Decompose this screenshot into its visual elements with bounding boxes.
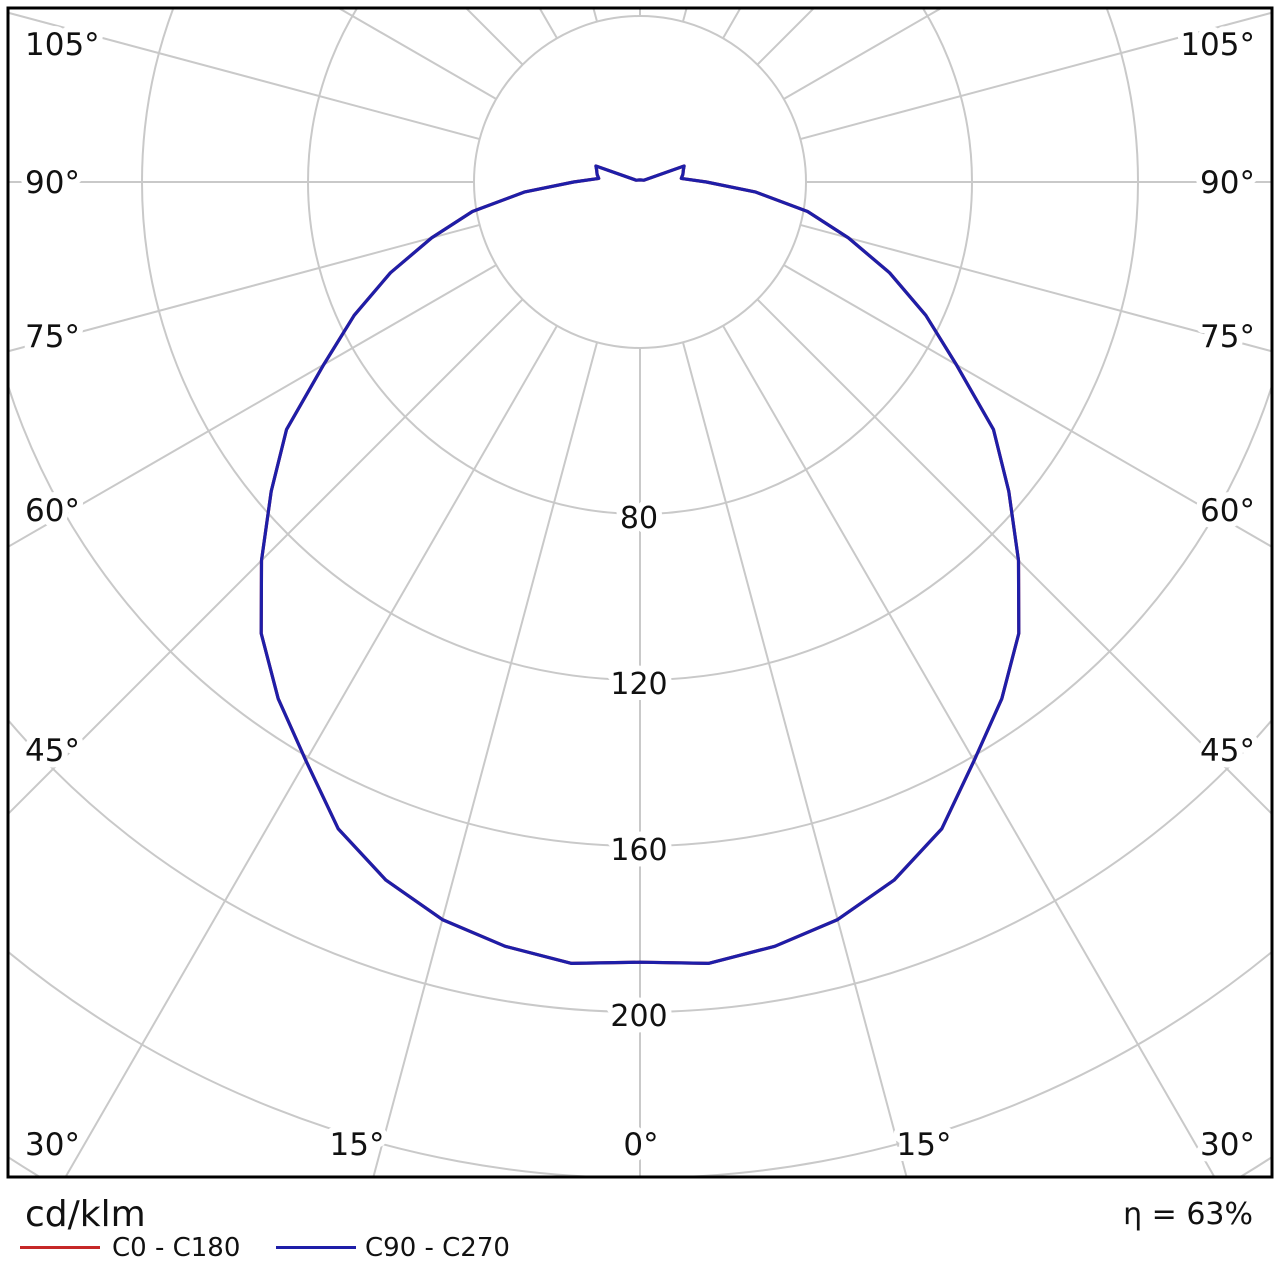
grid-spoke-60 [783,264,1272,549]
angle-label-left-105°: 105° [25,27,100,63]
angle-label-bottom-left-15: 15° [330,1127,385,1163]
angle-label-right-75°: 75° [1200,319,1255,355]
grid-spoke-255 [8,11,480,141]
grid-spoke-315 [8,298,524,816]
angle-label-right-30°: 30° [1200,1127,1255,1163]
curve-c90-c270 [259,164,1021,965]
radial-label-80: 80 [620,501,658,536]
legend-label-c90-c270: C90 - C270 [365,1233,510,1263]
angle-label-left-90°: 90° [25,165,80,201]
angle-label-left-60°: 60° [25,493,80,529]
angle-label-right-45°: 45° [1200,733,1255,769]
plot-frame [6,6,1274,1179]
angle-label-right-105°: 105° [1180,27,1255,63]
grid-spoke-300 [8,264,497,549]
angle-label-left-45°: 45° [25,733,80,769]
radial-label-200: 200 [610,999,667,1034]
angle-label-bottom-right-15: 15° [897,1127,952,1163]
efficiency-label: η = 63% [1123,1197,1253,1232]
radial-label-160: 160 [610,833,667,868]
angle-label-right-60°: 60° [1200,493,1255,529]
grid-spoke-285 [8,223,480,353]
grid-spoke-30 [722,325,1216,1177]
grid-spoke-15 [681,342,908,1177]
legend-label-c0-c180: C0 - C180 [112,1233,241,1263]
units-label: cd/klm [25,1194,146,1235]
angle-label-left-75°: 75° [25,319,80,355]
legend-line-c90-c270 [276,1246,356,1249]
grid-circle-40 [473,15,807,349]
grid-spoke-105 [800,11,1272,141]
grid-spoke-330 [64,325,558,1177]
grid-spoke-345 [372,342,599,1177]
radial-label-120: 120 [610,667,667,702]
angle-label-right-90°: 90° [1200,165,1255,201]
grid-spoke-75 [800,223,1272,353]
grid-spoke-45 [756,298,1272,816]
legend-line-c0-c180 [20,1246,100,1249]
angle-label-bottom-0: 0° [623,1127,658,1163]
angle-label-left-30°: 30° [25,1127,80,1163]
curves [259,164,1021,965]
